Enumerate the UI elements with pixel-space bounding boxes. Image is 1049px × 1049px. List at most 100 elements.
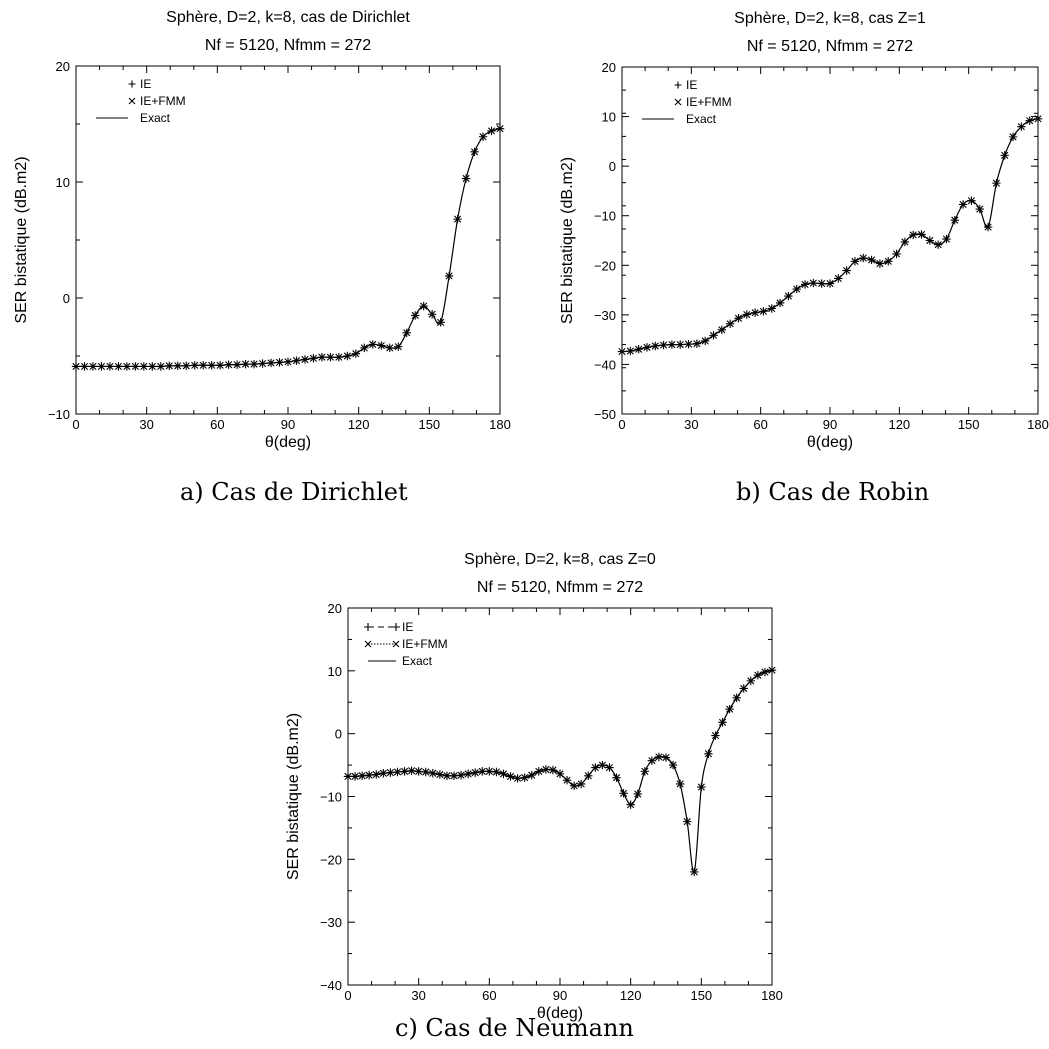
marker-ie-fmm <box>761 668 769 676</box>
series-markers <box>343 666 777 877</box>
data-point <box>300 355 310 364</box>
marker-ie-fmm <box>471 769 479 777</box>
data-point <box>562 775 572 785</box>
chart-panel-neumann: Sphère, D=2, k=8, cas Z=0 Nf = 5120, Nfmm… <box>285 551 783 1042</box>
marker-ie-fmm <box>437 318 445 326</box>
x-axis-label: θ(deg) <box>265 434 311 451</box>
figure-caption: b) Cas de Robin <box>736 478 929 506</box>
data-point <box>1033 114 1043 124</box>
y-tick-label: −10 <box>320 790 342 805</box>
marker-ie-fmm <box>428 310 436 318</box>
data-point <box>122 362 132 371</box>
data-point <box>449 771 459 780</box>
marker-ie-fmm <box>174 362 182 370</box>
x-tick-label: 180 <box>489 417 511 432</box>
legend-sample-ie-fmm <box>128 97 136 105</box>
marker-ie-fmm <box>1001 151 1009 159</box>
marker-ie-fmm <box>892 250 901 258</box>
y-tick-label: −30 <box>320 915 342 930</box>
data-point <box>421 767 430 777</box>
data-point <box>753 671 763 680</box>
marker-ie-fmm <box>884 257 892 265</box>
data-point <box>704 749 713 758</box>
data-point <box>697 782 706 792</box>
data-point <box>444 271 454 281</box>
data-point <box>651 341 660 351</box>
marker-ie-fmm <box>470 148 479 156</box>
plot-frame <box>621 66 1039 415</box>
data-point <box>917 230 926 239</box>
marker-ie-fmm <box>635 345 643 353</box>
data-point <box>711 731 720 740</box>
legend: IE IE+FMM Exact <box>96 77 186 125</box>
data-point <box>909 230 918 240</box>
x-tick-label: 120 <box>348 417 370 432</box>
marker-ie-fmm <box>660 341 668 349</box>
marker-ie-fmm <box>612 774 621 782</box>
marker-ie-fmm <box>901 238 909 246</box>
data-point <box>275 358 284 367</box>
data-point <box>1017 122 1026 131</box>
marker-ie-fmm <box>754 671 762 679</box>
data-point <box>400 767 409 776</box>
data-point <box>683 817 692 826</box>
marker-ie-fmm <box>422 768 430 776</box>
data-point <box>750 308 760 317</box>
legend-sample-ie <box>128 80 136 88</box>
x-tick-label: 0 <box>344 988 351 1003</box>
data-point <box>463 769 473 779</box>
data-point <box>850 257 860 266</box>
marker-ie-fmm <box>751 309 759 317</box>
data-point <box>598 760 607 770</box>
data-point <box>343 772 353 781</box>
marker-ie-fmm <box>360 344 368 352</box>
data-point <box>992 178 1001 188</box>
marker-ie-fmm <box>776 299 784 307</box>
data-point <box>309 354 318 363</box>
marker-ie-fmm <box>528 771 536 779</box>
y-tick-label: −10 <box>48 407 70 422</box>
data-point <box>368 340 377 349</box>
x-tick-label: 30 <box>684 417 698 432</box>
data-point <box>659 340 668 350</box>
data-point <box>767 666 777 675</box>
data-point <box>292 356 301 365</box>
marker-ie-fmm <box>377 341 385 350</box>
data-point <box>527 770 536 780</box>
data-point <box>71 362 81 371</box>
marker-ie-fmm <box>676 780 684 788</box>
data-point <box>436 318 445 327</box>
marker-ie-fmm <box>386 769 394 777</box>
y-tick-label: −20 <box>594 258 616 273</box>
data-point <box>173 361 182 371</box>
series-line-exact <box>621 118 1039 353</box>
data-point <box>365 770 374 780</box>
marker-ie-fmm <box>411 311 419 319</box>
data-point <box>617 347 627 356</box>
data-point <box>684 339 693 349</box>
marker-ie-fmm <box>591 764 599 772</box>
legend-label-ie: IE <box>402 620 413 634</box>
data-point <box>541 765 551 774</box>
data-point <box>584 771 593 780</box>
y-tick-label: −50 <box>594 407 616 422</box>
y-tick-label: 10 <box>602 110 616 125</box>
data-point <box>958 200 968 209</box>
marker-ie-fmm <box>250 360 258 368</box>
x-tick-label: 90 <box>281 417 295 432</box>
marker-ie-fmm <box>801 280 809 289</box>
legend-label-exact: Exact <box>402 654 433 668</box>
chart-panel-dirichlet: Sphère, D=2, k=8, cas de Dirichlet Nf = 5… <box>13 9 511 506</box>
x-axis-label: θ(deg) <box>807 434 853 451</box>
x-tick-label: 120 <box>888 417 910 432</box>
data-point <box>983 222 993 232</box>
marker-ie-fmm <box>743 310 751 319</box>
data-point <box>1000 151 1009 160</box>
marker-ie-fmm <box>454 215 462 223</box>
data-point <box>377 341 386 350</box>
legend-label-exact: Exact <box>140 111 171 125</box>
x-tick-label: 60 <box>482 988 496 1003</box>
y-tick-label: 20 <box>328 601 342 616</box>
data-point <box>605 763 614 772</box>
marker-ie-fmm <box>726 705 734 713</box>
